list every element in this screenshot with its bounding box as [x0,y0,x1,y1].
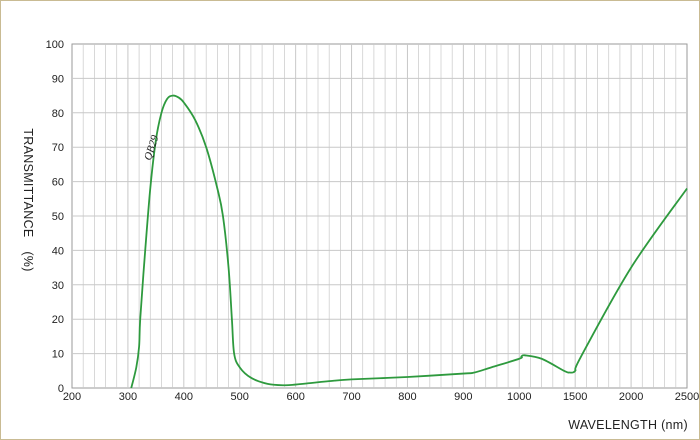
x-tick-label: 900 [454,391,472,403]
y-tick-label: 90 [52,73,64,85]
x-tick-label: 500 [231,391,249,403]
y-tick-label: 60 [52,177,64,189]
y-tick-label: 10 [52,349,64,361]
y-tick-label: 30 [52,280,64,292]
series-line-qb29 [130,94,688,389]
y-tick-label: 100 [46,39,64,51]
x-tick-label: 800 [398,391,416,403]
x-axis-title: WAVELENGTH (nm) [568,418,688,432]
x-tick-label: 300 [119,391,137,403]
x-tick-label: 200 [63,391,81,403]
x-tick-label: 600 [286,391,304,403]
x-tick-label: 2000 [619,391,643,403]
y-axis-title: TRANSMITTANCE (%) [21,128,35,271]
y-axis-title-name: TRANSMITTANCE [21,128,35,237]
y-tick-label: 40 [52,245,64,257]
y-tick-label: 20 [52,314,64,326]
x-tick-label: 400 [175,391,193,403]
x-tick-label: 1500 [563,391,587,403]
tick-labels: 200 300 400 500 600 700 800 900 1000 1500 2000 2500… [46,39,700,403]
x-tick-label: 700 [342,391,360,403]
grid-lines [72,44,687,388]
y-tick-label: 70 [52,142,64,154]
y-tick-label: 50 [52,211,64,223]
x-tick-label: 2500 [675,391,699,403]
y-tick-label: 80 [52,108,64,120]
y-axis-title-unit: (%) [21,251,35,271]
y-tick-label: 0 [58,383,64,395]
x-tick-label: 1000 [507,391,531,403]
